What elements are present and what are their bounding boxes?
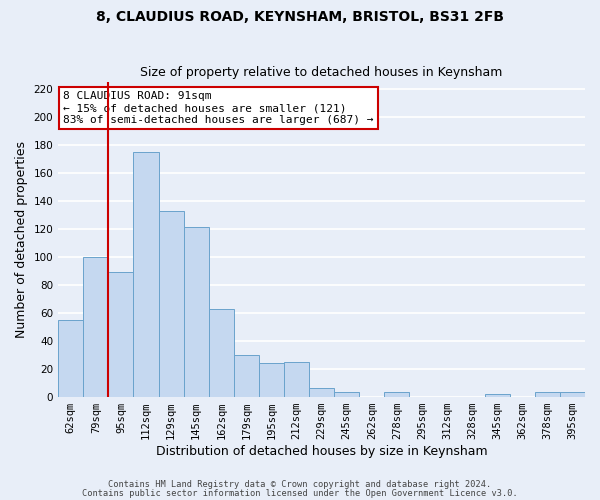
Y-axis label: Number of detached properties: Number of detached properties (15, 141, 28, 338)
Bar (58, 320, 83, 396)
Bar (109, 272, 133, 396)
Bar (184, 228, 209, 396)
Bar (560, 392, 585, 396)
Bar (209, 308, 234, 396)
Text: Contains HM Land Registry data © Crown copyright and database right 2024.: Contains HM Land Registry data © Crown c… (109, 480, 491, 489)
Bar (83, 257, 109, 396)
Bar (334, 392, 359, 396)
Text: 8 CLAUDIUS ROAD: 91sqm
← 15% of detached houses are smaller (121)
83% of semi-de: 8 CLAUDIUS ROAD: 91sqm ← 15% of detached… (64, 92, 374, 124)
Text: 8, CLAUDIUS ROAD, KEYNSHAM, BRISTOL, BS31 2FB: 8, CLAUDIUS ROAD, KEYNSHAM, BRISTOL, BS3… (96, 10, 504, 24)
Bar (309, 388, 334, 396)
Bar (485, 394, 510, 396)
Bar (234, 354, 259, 397)
Bar (133, 152, 158, 396)
Bar (259, 363, 284, 396)
Title: Size of property relative to detached houses in Keynsham: Size of property relative to detached ho… (140, 66, 503, 80)
Bar (535, 392, 560, 396)
Text: Contains public sector information licensed under the Open Government Licence v3: Contains public sector information licen… (82, 488, 518, 498)
Bar (385, 392, 409, 396)
Bar (158, 210, 184, 396)
X-axis label: Distribution of detached houses by size in Keynsham: Distribution of detached houses by size … (156, 444, 487, 458)
Bar (284, 362, 309, 396)
